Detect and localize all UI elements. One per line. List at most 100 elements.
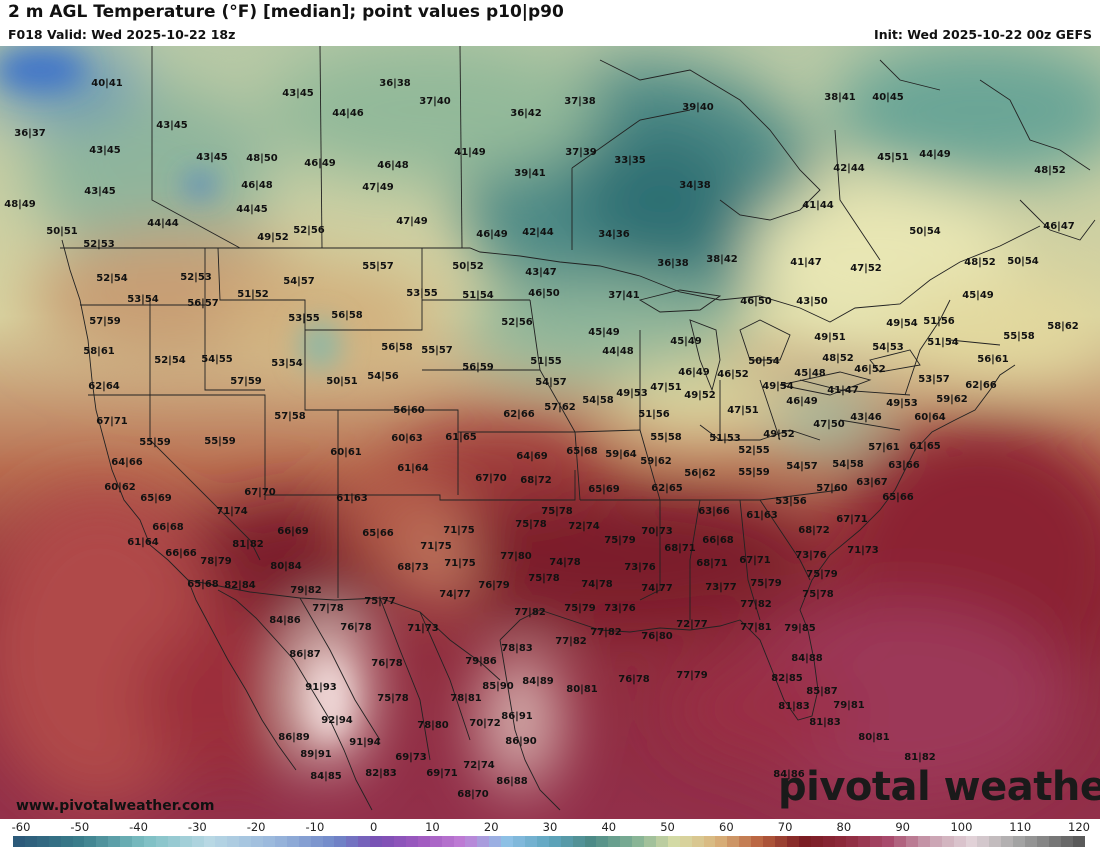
colorbar-swatch	[370, 836, 383, 847]
point-value: 57|62	[544, 402, 576, 413]
colorbar-swatch	[608, 836, 621, 847]
point-value: 46|49	[304, 158, 336, 169]
point-value: 45|49	[588, 327, 620, 338]
point-value: 82|85	[771, 673, 803, 684]
point-value: 68|73	[397, 562, 429, 573]
point-value: 77|79	[676, 670, 708, 681]
point-value: 46|52	[854, 364, 886, 375]
colorbar-swatch	[596, 836, 609, 847]
point-value: 76|78	[340, 622, 372, 633]
point-value: 75|78	[528, 573, 560, 584]
colorbar-swatch	[929, 836, 942, 847]
colorbar-swatch	[36, 836, 49, 847]
colorbar-swatch	[132, 836, 144, 847]
point-value: 47|51	[650, 382, 682, 393]
point-value: 77|78	[312, 603, 344, 614]
point-value: 54|57	[786, 461, 818, 472]
point-value: 39|41	[514, 168, 546, 179]
colorbar-swatch	[679, 836, 692, 847]
point-value: 73|76	[604, 603, 636, 614]
point-value: 43|45	[196, 152, 228, 163]
point-value: 39|40	[682, 102, 714, 113]
point-value: 47|49	[362, 182, 394, 193]
colorbar-tick-label: 110	[1009, 820, 1032, 834]
point-value: 50|54	[748, 356, 780, 367]
colorbar-tick-label: 100	[950, 820, 973, 834]
point-value: 63|66	[698, 506, 730, 517]
colorbar-swatch	[96, 836, 109, 847]
point-value: 75|79	[604, 535, 636, 546]
point-value: 86|87	[289, 649, 321, 660]
colorbar-tick-label: 90	[895, 820, 910, 834]
point-value: 48|49	[4, 199, 36, 210]
point-value: 76|78	[618, 674, 650, 685]
point-value: 56|59	[462, 362, 494, 373]
point-value: 48|50	[246, 153, 278, 164]
colorbar-tick-label: -20	[246, 820, 266, 834]
point-value: 62|64	[88, 381, 120, 392]
point-value: 61|65	[445, 432, 477, 443]
point-value: 86|88	[496, 776, 528, 787]
map-title: 2 m AGL Temperature (°F) [median]; point…	[8, 2, 564, 22]
colorbar-swatch	[513, 836, 525, 847]
init-time: Init: Wed 2025-10-22 00z GEFS	[874, 27, 1092, 42]
colorbar-tick-label: 60	[719, 820, 734, 834]
point-value: 36|38	[657, 258, 689, 269]
point-value: 62|66	[503, 409, 535, 420]
point-value: 45|51	[877, 152, 909, 163]
colorbar-swatch	[644, 836, 656, 847]
colorbar-swatch	[465, 836, 478, 847]
point-values: 40|41 43|45 36|38 37|40 37|38 39|40 38|41 40|45…	[4, 78, 1079, 800]
colorbar-swatch	[1060, 836, 1073, 847]
point-value: 57|60	[816, 483, 848, 494]
point-value: 55|59	[204, 436, 236, 447]
colorbar-swatch	[477, 836, 490, 847]
point-value: 42|44	[522, 227, 554, 238]
colorbar-swatch	[239, 836, 252, 847]
point-value: 56|61	[977, 354, 1009, 365]
point-value: 82|84	[224, 580, 256, 591]
point-value: 56|62	[684, 468, 716, 479]
point-value: 59|62	[936, 394, 968, 405]
colorbar-swatch	[84, 836, 97, 847]
point-value: 77|82	[555, 636, 587, 647]
point-value: 66|69	[277, 526, 309, 537]
point-value: 40|45	[872, 92, 904, 103]
temperature-map[interactable]: 40|41 43|45 36|38 37|40 37|38 39|40 38|41 40|45…	[0, 46, 1100, 819]
point-value: 72|74	[463, 760, 495, 771]
point-value: 89|91	[300, 749, 332, 760]
point-value: 75|79	[564, 603, 596, 614]
point-value: 69|73	[395, 752, 427, 763]
point-value: 84|89	[522, 676, 554, 687]
point-value: 52|53	[83, 239, 115, 250]
point-value: 64|69	[516, 451, 548, 462]
point-value: 77|82	[514, 607, 546, 618]
point-value: 77|80	[500, 551, 532, 562]
point-value: 68|72	[798, 525, 830, 536]
colorbar-tick-label: 70	[777, 820, 793, 834]
point-value: 75|79	[806, 569, 838, 580]
point-value: 52|54	[96, 273, 128, 284]
point-value: 79|82	[290, 585, 322, 596]
colorbar-swatch	[894, 836, 906, 847]
colorbar-tick-label: 10	[425, 820, 440, 834]
colorbar-swatch	[977, 836, 990, 847]
colorbar-swatch	[751, 836, 764, 847]
colorbar-swatch	[1036, 836, 1049, 847]
point-value: 48|52	[1034, 165, 1066, 176]
colorbar-swatch	[632, 836, 645, 847]
point-value: 56|58	[381, 342, 413, 353]
colorbar-swatch	[48, 836, 61, 847]
point-value: 37|41	[608, 290, 640, 301]
colorbar-swatch	[108, 836, 121, 847]
point-value: 86|90	[505, 736, 537, 747]
header: 2 m AGL Temperature (°F) [median]; point…	[0, 0, 1100, 46]
point-value: 62|66	[965, 380, 997, 391]
point-value: 44|45	[236, 204, 268, 215]
point-value: 68|72	[520, 475, 552, 486]
point-value: 67|71	[739, 555, 771, 566]
point-value: 78|80	[417, 720, 449, 731]
point-value: 46|50	[528, 288, 560, 299]
point-value: 71|73	[847, 545, 879, 556]
point-value: 48|52	[964, 257, 996, 268]
